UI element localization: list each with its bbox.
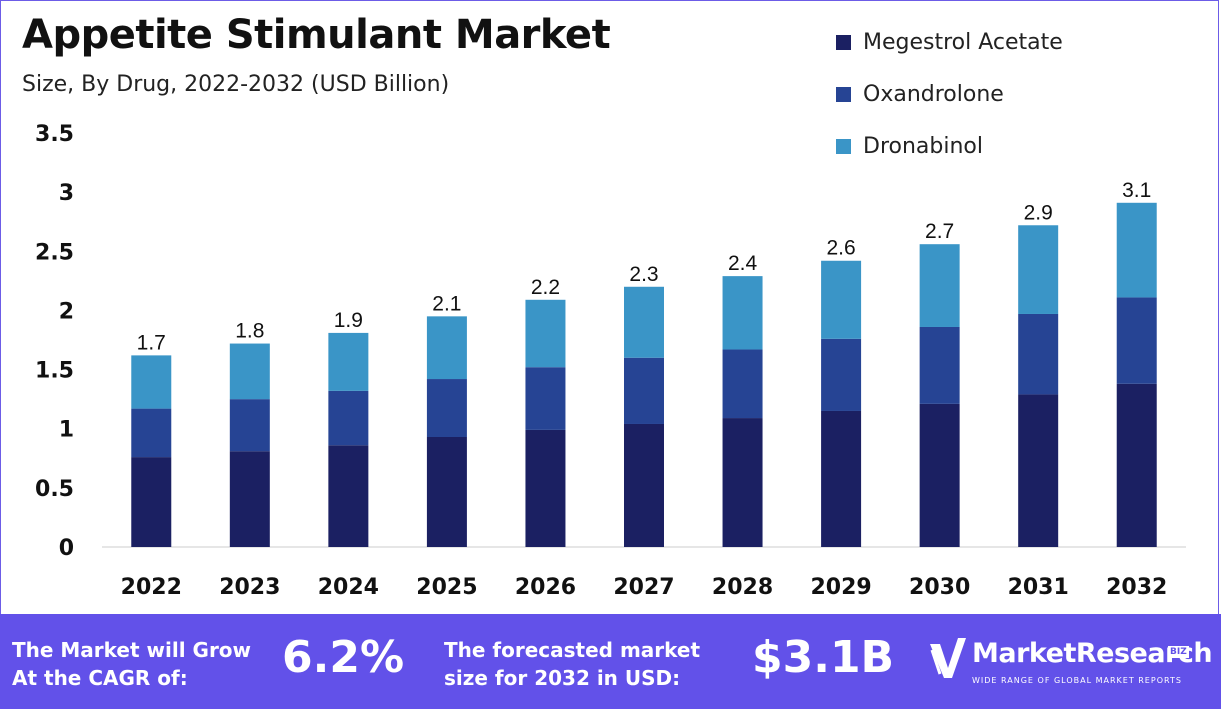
- y-tick-label: 2: [59, 299, 74, 324]
- x-tick-label: 2024: [318, 575, 379, 600]
- x-tick-label: 2022: [121, 575, 182, 600]
- bar-segment-dronabinol: [131, 355, 172, 409]
- y-tick-label: 3.5: [35, 122, 74, 147]
- legend-label-dronabinol: Dronabinol: [863, 134, 983, 159]
- bar-segment-megestrol-acetate: [131, 457, 172, 547]
- bar-total-label: 2.2: [531, 276, 560, 299]
- bar-total-label: 1.7: [137, 331, 166, 354]
- bar-segment-megestrol-acetate: [919, 403, 960, 547]
- bar-segment-megestrol-acetate: [525, 429, 566, 547]
- bar-segment-oxandrolone: [525, 367, 566, 430]
- bar-segment-dronabinol: [525, 299, 566, 368]
- y-tick-label: 2.5: [35, 240, 74, 265]
- bar-total-label: 2.3: [629, 263, 658, 286]
- bar-segment-oxandrolone: [624, 357, 664, 424]
- bar-total-label: 3.1: [1122, 179, 1151, 202]
- bar-segment-megestrol-acetate: [722, 418, 763, 547]
- x-tick-label: 2028: [712, 575, 773, 600]
- bar-segment-dronabinol: [624, 286, 664, 358]
- bar-total-label: 1.9: [334, 309, 363, 332]
- x-tick-label: 2023: [219, 575, 280, 600]
- bar-segment-dronabinol: [328, 332, 369, 391]
- cagr-value: 6.2%: [282, 632, 405, 683]
- bar-total-label: 1.8: [235, 320, 264, 343]
- stacked-bar-chart: 0 0.5 1 1.5 2 2.5 3 3.5 1.7 2022 1.8 2023 1.9 2024 2.1…: [35, 122, 1186, 600]
- y-tick-label: 1.5: [35, 359, 74, 384]
- bar-segment-dronabinol: [1116, 202, 1157, 298]
- bar-total-label: 2.4: [728, 252, 758, 275]
- bar-segment-megestrol-acetate: [229, 451, 270, 547]
- legend-swatch-dronabinol: [836, 139, 851, 154]
- logo-mark-icon: [930, 638, 966, 678]
- bar-segment-oxandrolone: [919, 326, 960, 404]
- forecast-label: The forecasted market size for 2032 in U…: [444, 638, 701, 690]
- bar-segment-megestrol-acetate: [624, 423, 664, 547]
- bar-segment-megestrol-acetate: [1116, 383, 1157, 547]
- x-tick-label: 2032: [1106, 575, 1167, 600]
- brand-logo: MarketResearch BIZ WIDE RANGE OF GLOBAL …: [928, 632, 1213, 692]
- legend-item-dronabinol: Dronabinol: [836, 134, 983, 159]
- x-tick-label: 2026: [515, 575, 576, 600]
- bar-total-label: 2.1: [432, 292, 461, 315]
- legend-item-oxandrolone: Oxandrolone: [836, 82, 1004, 107]
- bar-segment-oxandrolone: [722, 349, 763, 419]
- bar-segment-oxandrolone: [131, 408, 172, 458]
- legend-item-megestrol-acetate: Megestrol Acetate: [836, 30, 1063, 55]
- bar-segment-oxandrolone: [229, 399, 270, 452]
- bar-segment-dronabinol: [1018, 225, 1059, 314]
- bar-segment-dronabinol: [821, 260, 862, 339]
- bar-segment-megestrol-acetate: [426, 436, 467, 547]
- bar-segment-oxandrolone: [1018, 313, 1059, 395]
- bar-segment-megestrol-acetate: [821, 410, 862, 547]
- forecast-value: $3.1B: [752, 632, 895, 683]
- bar-total-label: 2.7: [925, 220, 954, 243]
- y-tick-label: 0.5: [35, 477, 74, 502]
- legend-swatch-oxandrolone: [836, 87, 851, 102]
- bar-segment-oxandrolone: [426, 379, 467, 437]
- chart-title: Appetite Stimulant Market: [22, 12, 611, 58]
- logo-tagline: WIDE RANGE OF GLOBAL MARKET REPORTS: [972, 676, 1182, 685]
- bar-segment-dronabinol: [722, 276, 763, 350]
- bar-segment-oxandrolone: [328, 390, 369, 446]
- legend-label-megestrol-acetate: Megestrol Acetate: [863, 30, 1063, 55]
- x-tick-label: 2030: [909, 575, 970, 600]
- bar-segment-oxandrolone: [821, 338, 862, 411]
- bar-segment-oxandrolone: [1116, 297, 1157, 384]
- bar-segment-dronabinol: [426, 316, 467, 380]
- logo-suffix: BIZ: [1168, 646, 1189, 658]
- x-tick-label: 2025: [416, 575, 477, 600]
- bar-total-label: 2.9: [1024, 201, 1053, 224]
- legend-swatch-megestrol-acetate: [836, 35, 851, 50]
- footer-banner: The Market will Grow At the CAGR of: 6.2…: [0, 614, 1221, 709]
- bar-segment-dronabinol: [229, 343, 270, 400]
- y-tick-label: 3: [59, 181, 74, 206]
- x-tick-label: 2027: [613, 575, 674, 600]
- x-tick-label: 2029: [810, 575, 871, 600]
- cagr-label: The Market will Grow At the CAGR of:: [12, 638, 252, 690]
- y-tick-label: 0: [59, 536, 74, 561]
- bar-segment-megestrol-acetate: [1018, 394, 1059, 547]
- bar-segment-dronabinol: [919, 244, 960, 327]
- y-tick-label: 1: [59, 418, 74, 443]
- chart-subtitle: Size, By Drug, 2022-2032 (USD Billion): [22, 72, 450, 97]
- bar-segment-megestrol-acetate: [328, 445, 369, 547]
- x-tick-label: 2031: [1008, 575, 1069, 600]
- bar-total-label: 2.6: [826, 237, 855, 260]
- legend-label-oxandrolone: Oxandrolone: [863, 82, 1004, 107]
